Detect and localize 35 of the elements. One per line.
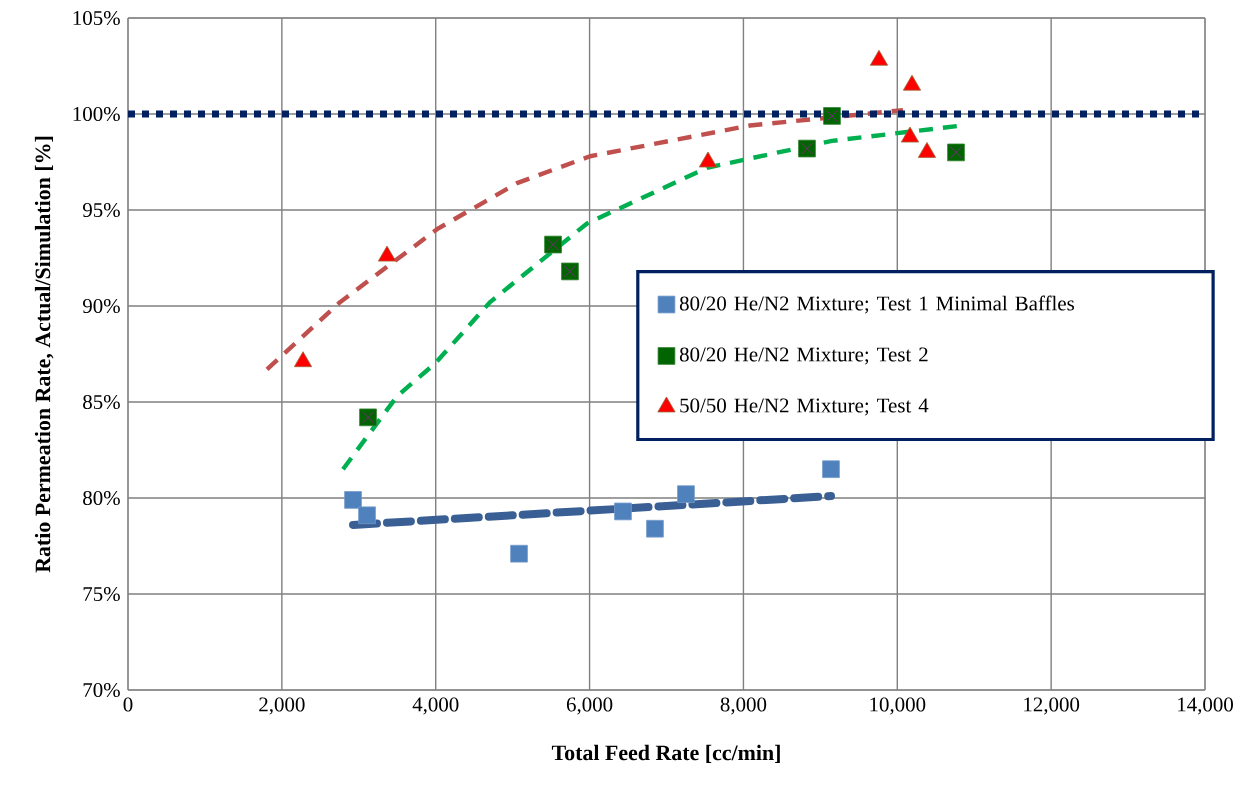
y-tick-label: 80%: [83, 490, 120, 506]
point: [510, 544, 528, 563]
y-tick-label: 85%: [83, 394, 120, 410]
x-tick-label: 2,000: [259, 697, 305, 715]
point: [869, 49, 889, 66]
x-tick-label: 12,000: [1024, 697, 1080, 715]
x-tick-label: 0: [123, 697, 133, 712]
point: [344, 491, 362, 509]
point: [614, 502, 632, 521]
point: [902, 74, 922, 91]
y-tick-label: 105%: [73, 10, 120, 26]
y-tick-label: 90%: [82, 298, 120, 314]
x-tick-label: 10,000: [870, 697, 926, 715]
x-tick-label: 4,000: [412, 697, 459, 715]
x-tick-label: 14,000: [1178, 697, 1233, 715]
x-tick-label: 6,000: [566, 697, 613, 715]
y-tick-label: 75%: [83, 586, 120, 602]
point: [646, 519, 664, 538]
point: [377, 245, 397, 262]
point: [677, 485, 695, 503]
point: [293, 351, 313, 368]
point: [822, 460, 840, 478]
legend-label: 50/50 He/N2 Mixture; Test 4: [680, 398, 929, 416]
point: [698, 151, 718, 168]
point: [900, 126, 920, 143]
point: [358, 506, 376, 525]
x-axis-title: Total Feed Rate [cc/min]: [551, 744, 780, 763]
y-tick-label: 95%: [82, 202, 120, 218]
y-tick-label: 100%: [73, 106, 120, 122]
y-axis-title: Ratio Permeation Rate, Actual/Simulation [%]: [34, 136, 54, 573]
y-tick-label: 70%: [83, 682, 120, 698]
legend-label: 80/20 He/N2 Mixture; Test 2: [679, 347, 928, 365]
point: [917, 142, 937, 158]
legend-label: 80/20 He/N2 Mixture; Test 1 Minimal Baffles: [679, 295, 1074, 314]
x-tick-label: 8,000: [720, 697, 767, 715]
